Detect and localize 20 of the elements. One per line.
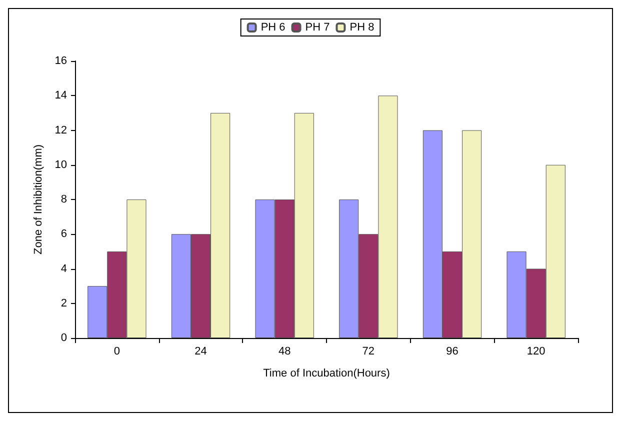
- y-axis-title: Zone of Inhibition(mm): [32, 144, 44, 255]
- legend-label: PH 6: [260, 22, 286, 34]
- legend-label: PH 8: [350, 22, 374, 34]
- y-tick-label: 16: [54, 55, 67, 67]
- y-tick-label: 6: [60, 228, 67, 240]
- y-tick-label: 12: [54, 124, 67, 136]
- x-tick-label: 48: [278, 346, 291, 358]
- x-tick-label: 72: [362, 346, 375, 358]
- x-tick-label: 24: [194, 346, 207, 358]
- y-tick-label: 2: [60, 297, 67, 310]
- y-tick-label: 14: [54, 90, 67, 102]
- y-tick-label: 10: [54, 158, 67, 171]
- x-tick-label: 96: [446, 346, 458, 358]
- legend-label: PH 7: [305, 22, 330, 34]
- y-tick-label: 0: [60, 332, 67, 344]
- x-tick-label: 120: [526, 346, 546, 358]
- y-tick-label: 8: [60, 194, 67, 206]
- y-tick-label: 4: [60, 262, 67, 275]
- x-tick-label: 0: [114, 346, 120, 358]
- x-axis-title: Time of Incubation(Hours): [263, 368, 390, 380]
